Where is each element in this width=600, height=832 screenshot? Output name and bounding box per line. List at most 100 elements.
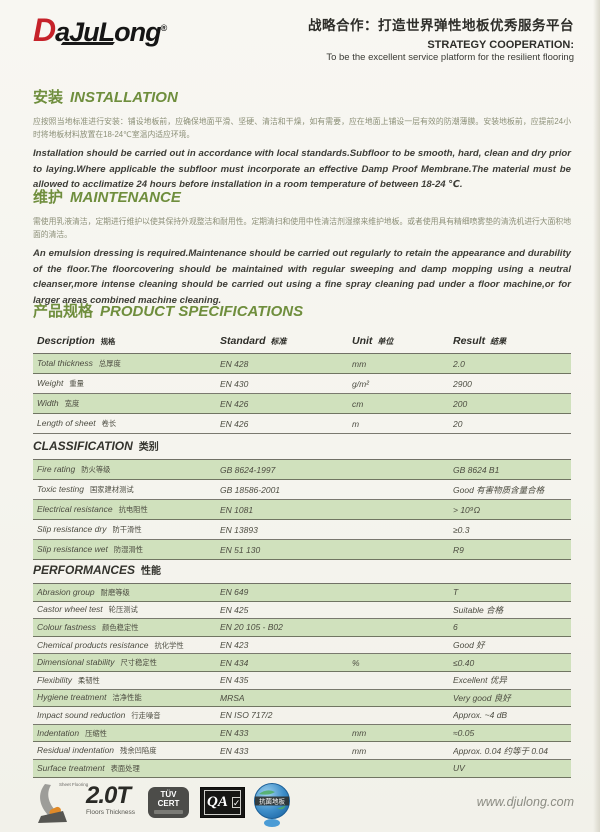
cell-unit: % <box>352 657 360 668</box>
cell-result: 6 <box>453 622 458 633</box>
cell-result: Very good 良好 <box>453 692 511 703</box>
globe-band-text: 抗菌地板 <box>259 797 286 806</box>
cell-description: Colour fastness 颜色稳定性 <box>37 621 139 632</box>
cell-description: Fire rating 防火等级 <box>37 464 111 474</box>
table-row: Castor wheel test 轮压测试 EN 425 Suitable 合格 <box>33 602 571 620</box>
cell-description: Weight 重量 <box>37 378 84 388</box>
spec-table: Total thickness 总厚度 EN 428 mm 2.0 Weight 重量 EN … <box>33 353 571 434</box>
cell-standard: EN 435 <box>220 675 249 686</box>
cell-description: Flexibility 柔韧性 <box>37 674 100 685</box>
table-row: Slip resistance dry 防干滑性 EN 13893 ≥0.3 <box>33 520 571 540</box>
tuv-cert-badge: TÜV CERT <box>148 787 189 818</box>
cell-result: 2.0 <box>453 358 465 369</box>
strategy-cooperation-block: 战略合作：打造世界弹性地板优秀服务平台 STRATEGY COOPERATION… <box>308 14 574 63</box>
tuv-badge-bar <box>154 810 183 814</box>
cell-result: ≥0.3 <box>453 524 470 535</box>
cell-standard: GB 18586-2001 <box>220 484 281 495</box>
sheet-flooring-label: Sheet Flooring <box>59 782 89 787</box>
cell-description: Slip resistance dry 防干滑性 <box>37 524 142 534</box>
table-row: Toxic testing 国家建材测试 GB 18586-2001 Good 有害物… <box>33 480 571 500</box>
maintenance-section: 维护 MAINTENANCE 需使用乳液清洁，定期进行维护以使其保持外观整洁和耐用… <box>33 186 571 308</box>
cell-description: Hygiene treatment 洁净性能 <box>37 692 142 703</box>
qa-badge: QA ✓ <box>200 787 245 818</box>
tuv-badge-line2: CERT <box>157 799 180 808</box>
installation-paragraph-en: Installation should be carried out in ac… <box>33 148 571 190</box>
maintenance-heading-cn: 维护 <box>33 189 64 206</box>
cell-standard: EN 434 <box>220 657 249 668</box>
classification-heading-cn: 类别 <box>138 442 159 453</box>
thickness-label: Floors Thickness <box>86 809 136 816</box>
installation-heading-en: INSTALLATION <box>70 89 178 106</box>
cell-standard: GB 8624-1997 <box>220 464 276 475</box>
table-row: Residual indentation 残余凹陷度 EN 433 mm Approx.… <box>33 742 571 760</box>
cell-standard: EN 13893 <box>220 524 258 535</box>
qa-badge-label: QA <box>207 794 228 810</box>
thickness-value: 2.0T <box>86 782 131 809</box>
cell-result: GB 8624 B1 <box>453 464 500 475</box>
cell-description: Surface treatment 表面处理 <box>37 762 140 773</box>
header-description: Description 规格 <box>37 334 116 347</box>
cell-standard: EN 649 <box>220 587 249 598</box>
cell-description: Width 宽度 <box>37 398 80 408</box>
cell-description: Abrasion group 耐磨等级 <box>37 586 130 597</box>
cell-standard: EN 433 <box>220 728 249 739</box>
cell-result: Approx. ~4 dB <box>453 710 508 721</box>
cell-result: Excellent 优异 <box>453 675 507 686</box>
cell-result: ≤0.40 <box>453 657 475 668</box>
cell-standard: EN 426 <box>220 398 249 409</box>
table-row: Dimensional stability 尺寸稳定性 EN 434% ≤0.40 <box>33 654 571 672</box>
performances-section: PERFORMANCES 性能 Abrasion group 耐磨等级 EN 649 T… <box>33 562 571 778</box>
table-row: Colour fastness 颜色稳定性 EN 20 105 - B02 6 <box>33 619 571 637</box>
maintenance-heading-en: MAINTENANCE <box>70 189 181 206</box>
qa-badge-inner: QA ✓ <box>204 790 242 815</box>
spec-table-header-row: Description 规格 Standard 标准 Unit 单位 Result 结果 <box>33 326 571 353</box>
cell-result: Suitable 合格 <box>453 604 504 615</box>
cell-description: Dimensional stability 尺寸稳定性 <box>37 657 157 668</box>
table-row: Electrical resistance 抗电阻性 EN 1081 > 10⁹Ω <box>33 500 571 520</box>
cell-description: Slip resistance wet 防湿滑性 <box>37 544 144 554</box>
table-row: Hygiene treatment 洁净性能 MRSA Very good 良好 <box>33 689 571 708</box>
table-row: Slip resistance wet 防湿滑性 EN 51 130 R9 <box>33 540 571 560</box>
cell-standard: MRSA <box>220 692 245 703</box>
maintenance-paragraph-en: An emulsion dressing is required.Mainten… <box>33 248 571 306</box>
cell-unit: cm <box>352 398 364 409</box>
maintenance-heading: 维护 MAINTENANCE <box>33 186 571 207</box>
website-text: www.djulong.com <box>476 795 574 809</box>
cell-result: Approx. 0.04 约等于 0.04 <box>453 745 548 756</box>
cell-result: Good 有害物质含量合格 <box>453 484 545 495</box>
cell-unit: m <box>352 418 360 429</box>
cell-unit: mm <box>352 358 367 369</box>
table-row: Impact sound reduction 行走噪音 EN ISO 717/2 Ap… <box>33 707 571 725</box>
table-row: Total thickness 总厚度 EN 428 mm 2.0 <box>33 354 571 374</box>
antibacterial-globe-icon: 抗菌地板 <box>254 783 290 827</box>
cell-standard: EN 51 130 <box>220 544 261 555</box>
sheet-flooring-icon <box>38 784 67 823</box>
classification-heading: CLASSIFICATION 类别 <box>33 438 571 453</box>
header-result: Result 结果 <box>453 334 507 347</box>
cell-result: R9 <box>453 544 464 555</box>
cell-description: Residual indentation 残余凹陷度 <box>37 745 157 756</box>
cell-description: Chemical products resistance 抗化学性 <box>37 639 184 650</box>
installation-heading: 安装 INSTALLATION <box>33 86 571 107</box>
footer: Sheet Flooring 2.0T Floors Thickness TÜV… <box>33 780 574 828</box>
logo-underline-swoosh <box>61 42 115 45</box>
cell-standard: EN 433 <box>220 745 249 756</box>
table-row: Chemical products resistance 抗化学性 EN 423 Go… <box>33 637 571 655</box>
product-specifications-section: 产品规格 PRODUCT SPECIFICATIONS Description 规格… <box>33 300 571 434</box>
cell-standard: EN 20 105 - B02 <box>220 622 283 633</box>
cell-description: Indentation 压缩性 <box>37 727 107 738</box>
registered-mark: ® <box>160 23 168 33</box>
cell-standard: EN ISO 717/2 <box>220 710 273 721</box>
table-row: Width 宽度 EN 426 cm 200 <box>33 394 571 414</box>
header-standard: Standard 标准 <box>220 334 287 347</box>
classification-table: Fire rating 防火等级 GB 8624-1997 GB 8624 B1 Tox… <box>33 459 571 560</box>
classification-section: CLASSIFICATION 类别 Fire rating 防火等级 GB 8624-… <box>33 438 571 560</box>
cell-result: Good 好 <box>453 640 485 651</box>
performances-heading-en: PERFORMANCES <box>33 563 136 577</box>
cell-result: ≈0.05 <box>453 728 475 739</box>
maintenance-paragraph-cn: 需使用乳液清洁，定期进行维护以使其保持外观整洁和耐用性。定期清扫和使用中性清洁剂… <box>33 217 571 239</box>
classification-heading-en: CLASSIFICATION <box>33 439 133 453</box>
cell-result: UV <box>453 763 465 774</box>
strategy-subtitle-en: To be the excellent service platform for… <box>326 52 574 63</box>
